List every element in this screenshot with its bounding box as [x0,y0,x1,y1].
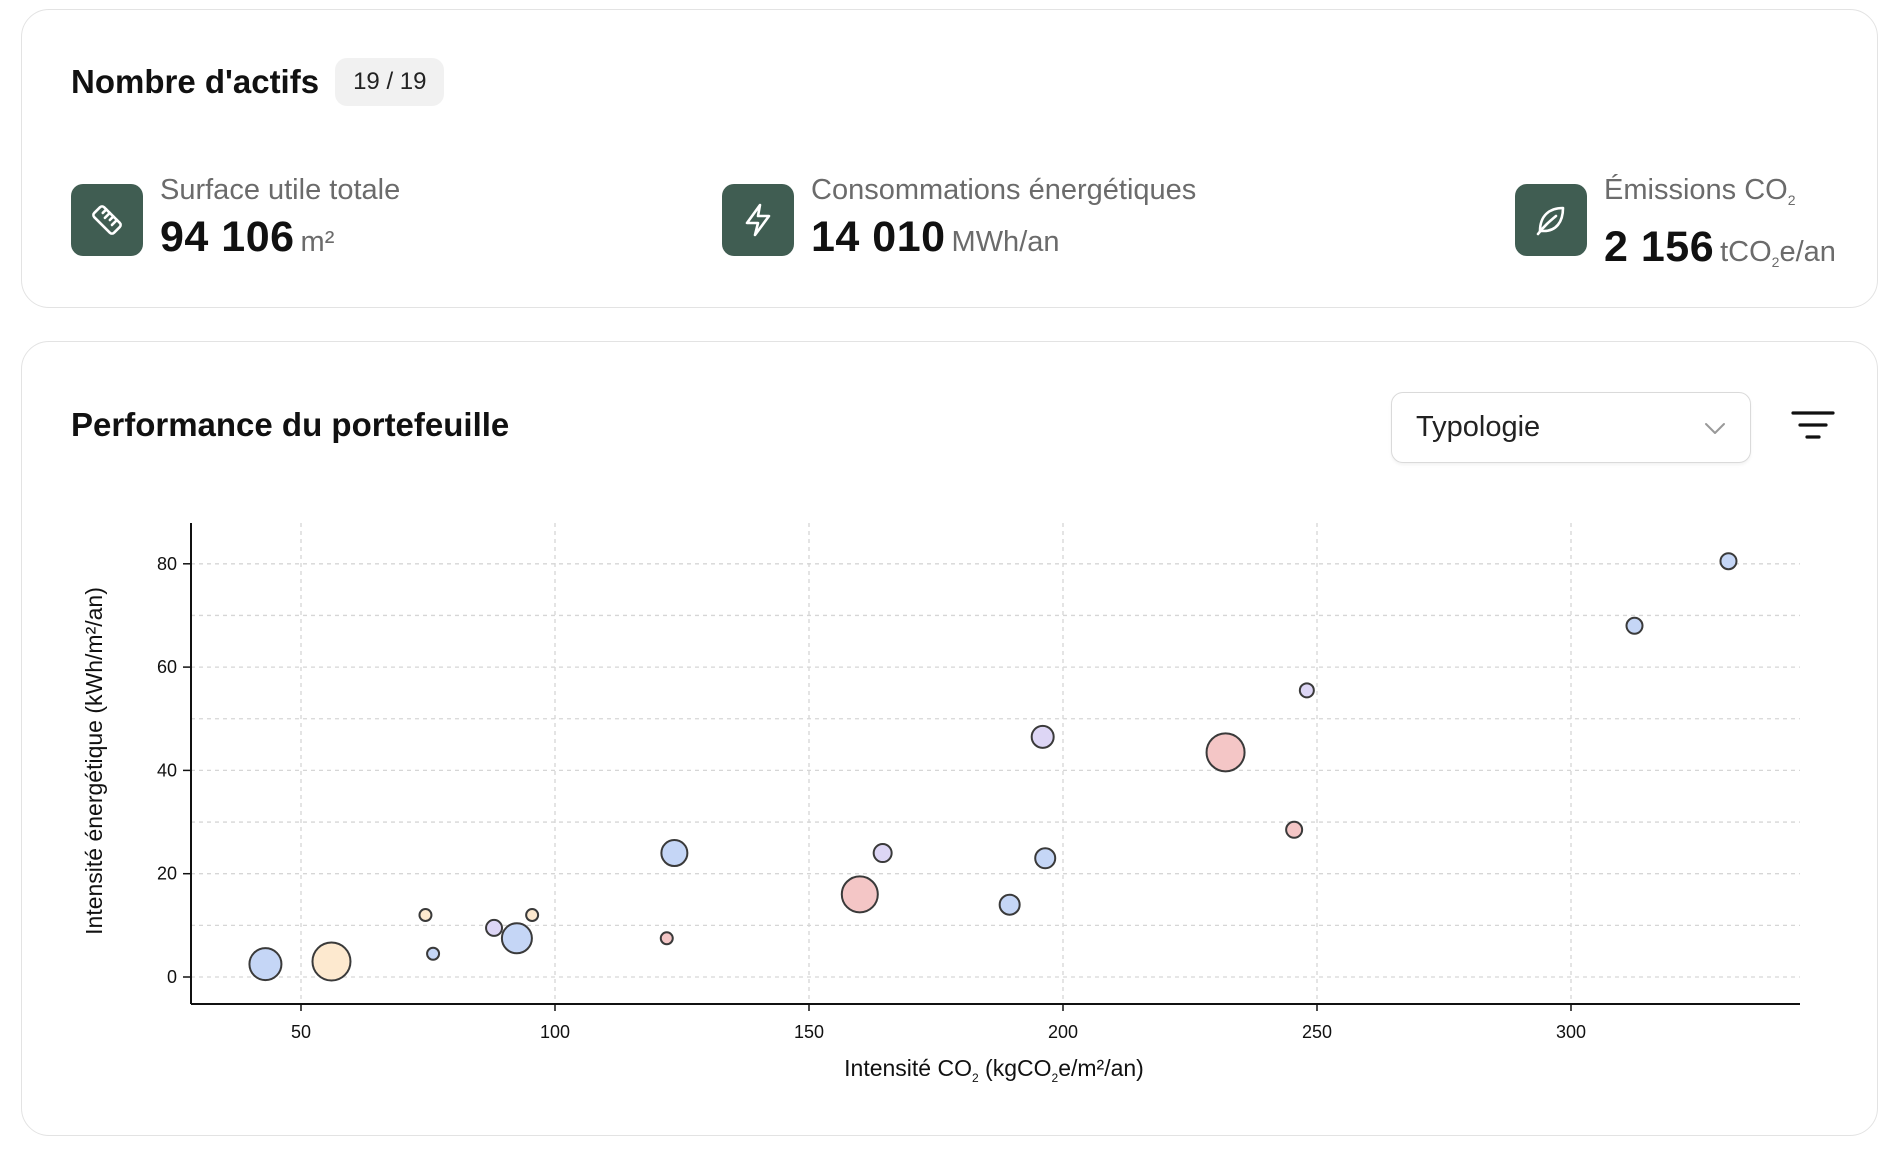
performance-title: Performance du portefeuille [71,406,510,443]
kpi-co2-label-main: Émissions CO [1604,174,1788,206]
ruler-icon [71,184,143,256]
filter-button[interactable] [1791,408,1835,444]
kpi-surface: Surface utile totale 94 106 m² [71,173,400,262]
leaf-icon [1515,184,1587,256]
performance-card: Performance du portefeuille Typologie [21,341,1878,1136]
lightning-icon [722,184,794,256]
kpi-co2-value: 2 156 [1604,223,1715,271]
kpi-co2-label-sub: 2 [1787,192,1796,208]
chevron-down-icon [1704,411,1726,444]
kpi-energy-unit: MWh/an [951,226,1060,258]
kpi-co2-unit-pre: tCO [1720,236,1772,268]
kpi-surface-label: Surface utile totale [160,174,401,206]
kpi-co2-label: Émissions CO2 [1604,173,1836,217]
filter-icon [1791,411,1835,439]
kpi-surface-value: 94 106 [160,213,295,261]
summary-card: Nombre d'actifs 19 / 19 Surface utile to… [21,9,1878,308]
typology-select-value: Typologie [1416,411,1541,443]
kpi-co2-unit-post: e/an [1779,236,1836,268]
kpi-co2-unit-sub: 2 [1771,254,1780,270]
kpi-energy: Consommations énergétiques 14 010 MWh/an [722,173,1196,262]
kpi-co2-unit: tCO2e/an [1720,236,1836,270]
summary-title: Nombre d'actifs [71,63,320,100]
typology-select[interactable]: Typologie [1391,392,1751,463]
kpi-surface-unit: m² [300,226,335,258]
asset-count-badge: 19 / 19 [335,58,445,106]
summary-header: Nombre d'actifs 19 / 19 [71,58,445,106]
kpi-energy-label: Consommations énergétiques [811,174,1197,206]
kpi-co2: Émissions CO2 2 156 tCO2e/an [1515,173,1836,272]
kpi-energy-value: 14 010 [811,213,946,261]
